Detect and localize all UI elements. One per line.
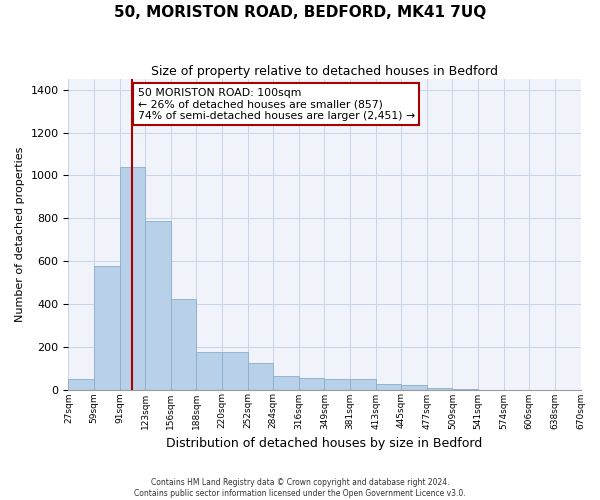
Bar — [171, 298, 196, 390]
Bar — [273, 376, 299, 390]
Text: 50 MORISTON ROAD: 100sqm
← 26% of detached houses are smaller (857)
74% of semi-: 50 MORISTON ROAD: 100sqm ← 26% of detach… — [137, 88, 415, 121]
Y-axis label: Number of detached properties: Number of detached properties — [15, 146, 25, 322]
Bar — [325, 379, 350, 390]
Bar — [248, 363, 273, 390]
Bar — [401, 385, 427, 390]
Text: Contains HM Land Registry data © Crown copyright and database right 2024.
Contai: Contains HM Land Registry data © Crown c… — [134, 478, 466, 498]
Bar — [427, 388, 452, 390]
Bar — [119, 167, 145, 390]
Bar — [376, 384, 401, 390]
Bar — [299, 378, 325, 390]
X-axis label: Distribution of detached houses by size in Bedford: Distribution of detached houses by size … — [166, 437, 482, 450]
Bar — [68, 379, 94, 390]
Bar — [350, 379, 376, 390]
Text: 50, MORISTON ROAD, BEDFORD, MK41 7UQ: 50, MORISTON ROAD, BEDFORD, MK41 7UQ — [114, 5, 486, 20]
Bar — [145, 222, 171, 390]
Bar — [196, 352, 222, 390]
Bar — [94, 266, 119, 390]
Title: Size of property relative to detached houses in Bedford: Size of property relative to detached ho… — [151, 65, 498, 78]
Bar — [222, 352, 248, 390]
